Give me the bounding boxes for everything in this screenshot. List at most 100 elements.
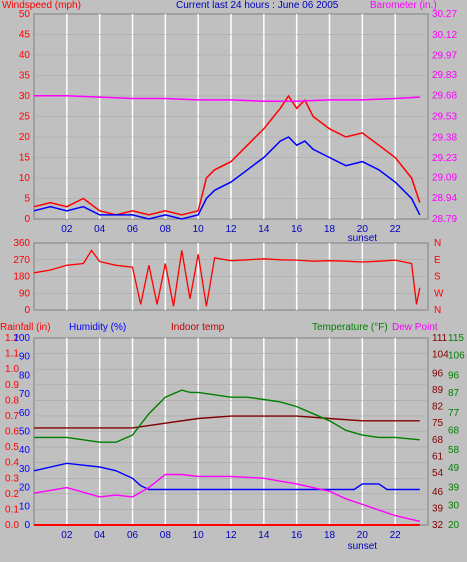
x-tick-label: 12 xyxy=(225,224,237,235)
humidity-tick-label: 70 xyxy=(19,389,31,400)
windspeed-tick-label: 0 xyxy=(24,214,30,225)
barometer-tick-label: 30.27 xyxy=(432,9,457,20)
humidity-tick-label: 30 xyxy=(19,464,31,475)
windspeed-tick-label: 10 xyxy=(19,173,31,184)
dew-point-axis-title: Dew Point xyxy=(392,322,438,333)
dew-point-tick-label: 106 xyxy=(448,351,465,362)
humidity-axis-title: Humidity (%) xyxy=(69,322,127,333)
dew-point-tick-label: 30 xyxy=(448,500,460,511)
x-tick-label: 18 xyxy=(324,224,336,235)
x-tick-label: 18 xyxy=(324,530,336,541)
barometer-tick-label: 29.68 xyxy=(432,91,457,102)
series-humidity xyxy=(33,462,420,491)
dew-point-tick-label: 58 xyxy=(448,445,460,456)
temperature-tick-label: 111 xyxy=(432,333,448,344)
compass-tick-label: N xyxy=(434,238,441,249)
rainfall-tick-label: 0.9 xyxy=(5,380,19,391)
windspeed-tick-label: 30 xyxy=(19,91,31,102)
dew-point-tick-label: 77 xyxy=(448,408,460,419)
temperature-tick-label: 75 xyxy=(432,418,444,429)
dew-point-tick-label: 87 xyxy=(448,388,460,399)
barometer-axis-title: Barometer (in.) xyxy=(370,0,437,11)
x-tick-label: 14 xyxy=(258,530,270,541)
barometer-tick-label: 29.23 xyxy=(432,153,457,164)
windspeed-tick-label: 25 xyxy=(19,112,31,123)
chart-title: Current last 24 hours : June 06 2005 xyxy=(176,0,339,11)
sunset-annotation: sunset xyxy=(348,541,378,552)
compass-tick-label: W xyxy=(434,288,444,299)
series-temperature xyxy=(34,389,420,443)
dew-point-tick-label: 39 xyxy=(448,483,460,494)
x-tick-label: 20 xyxy=(357,530,369,541)
direction-tick-label: 180 xyxy=(13,272,30,283)
temperature-tick-label: 54 xyxy=(432,468,444,479)
direction-tick-label: 360 xyxy=(13,238,30,249)
compass-tick-label: S xyxy=(434,272,441,283)
x-tick-label: 20 xyxy=(357,224,369,235)
series-dew-point xyxy=(33,473,420,522)
windspeed-tick-label: 20 xyxy=(19,132,31,143)
x-tick-label: 06 xyxy=(127,530,139,541)
x-tick-label: 10 xyxy=(193,530,205,541)
temperature-tick-label: 82 xyxy=(432,402,444,413)
temperature-tick-label: 39 xyxy=(432,503,444,514)
compass-tick-label: N xyxy=(434,305,441,316)
humidity-tick-label: 90 xyxy=(19,352,31,363)
temperature-tick-label: 46 xyxy=(432,487,444,498)
rainfall-tick-label: 0.0 xyxy=(5,520,19,531)
series-barometer xyxy=(34,94,420,103)
humidity-tick-label: 0 xyxy=(24,520,30,531)
temperature-tick-label: 104 xyxy=(432,350,449,361)
temperature-axis-title: Temperature (°F) xyxy=(312,322,388,333)
indoor-temp-label: Indoor temp xyxy=(171,322,225,333)
barometer-tick-label: 29.53 xyxy=(432,112,457,123)
x-tick-label: 10 xyxy=(193,224,205,235)
x-tick-label: 16 xyxy=(291,224,303,235)
rainfall-tick-label: 0.5 xyxy=(5,442,19,453)
dew-point-tick-label: 68 xyxy=(448,426,460,437)
windspeed-tick-label: 15 xyxy=(19,153,31,164)
rainfall-axis-title: Rainfall (in) xyxy=(0,322,51,333)
x-tick-label: 04 xyxy=(94,224,106,235)
x-tick-label: 12 xyxy=(225,530,237,541)
direction-tick-label: 0 xyxy=(24,305,30,316)
x-tick-label: 16 xyxy=(291,530,303,541)
compass-tick-label: E xyxy=(434,255,441,266)
series-average xyxy=(33,136,421,220)
rainfall-tick-label: 1.2 xyxy=(5,333,19,344)
temperature-tick-label: 68 xyxy=(432,435,444,446)
barometer-tick-label: 28.94 xyxy=(432,193,457,204)
rainfall-tick-label: 1.1 xyxy=(5,349,19,360)
temperature-tick-label: 89 xyxy=(432,385,444,396)
sunset-annotation: sunset xyxy=(348,233,378,244)
barometer-tick-label: 30.12 xyxy=(432,30,457,41)
temperature-tick-label: 61 xyxy=(432,451,444,462)
humidity-tick-label: 10 xyxy=(19,501,31,512)
barometer-tick-label: 29.97 xyxy=(432,51,457,62)
humidity-tick-label: 100 xyxy=(13,333,30,344)
humidity-tick-label: 50 xyxy=(19,427,31,438)
dew-point-tick-label: 49 xyxy=(448,463,460,474)
windspeed-tick-label: 40 xyxy=(19,50,31,61)
barometer-tick-label: 29.09 xyxy=(432,172,457,183)
humidity-tick-label: 80 xyxy=(19,370,31,381)
rainfall-tick-label: 0.6 xyxy=(5,427,19,438)
rainfall-tick-label: 0.1 xyxy=(5,504,19,515)
temperature-tick-label: 96 xyxy=(432,369,444,380)
x-tick-label: 08 xyxy=(160,224,172,235)
rainfall-tick-label: 0.2 xyxy=(5,489,19,500)
x-tick-label: 02 xyxy=(61,530,73,541)
rainfall-tick-label: 1.0 xyxy=(5,364,19,375)
x-tick-label: 08 xyxy=(160,530,172,541)
series-indoor-temp xyxy=(34,415,420,429)
windspeed-tick-label: 45 xyxy=(19,30,31,41)
x-tick-label: 22 xyxy=(390,530,402,541)
x-tick-label: 04 xyxy=(94,530,106,541)
dew-point-tick-label: 20 xyxy=(448,520,460,531)
series-windspeed xyxy=(33,94,421,216)
rainfall-tick-label: 0.3 xyxy=(5,473,19,484)
rainfall-tick-label: 0.4 xyxy=(5,458,19,469)
rainfall-tick-label: 0.7 xyxy=(5,411,19,422)
